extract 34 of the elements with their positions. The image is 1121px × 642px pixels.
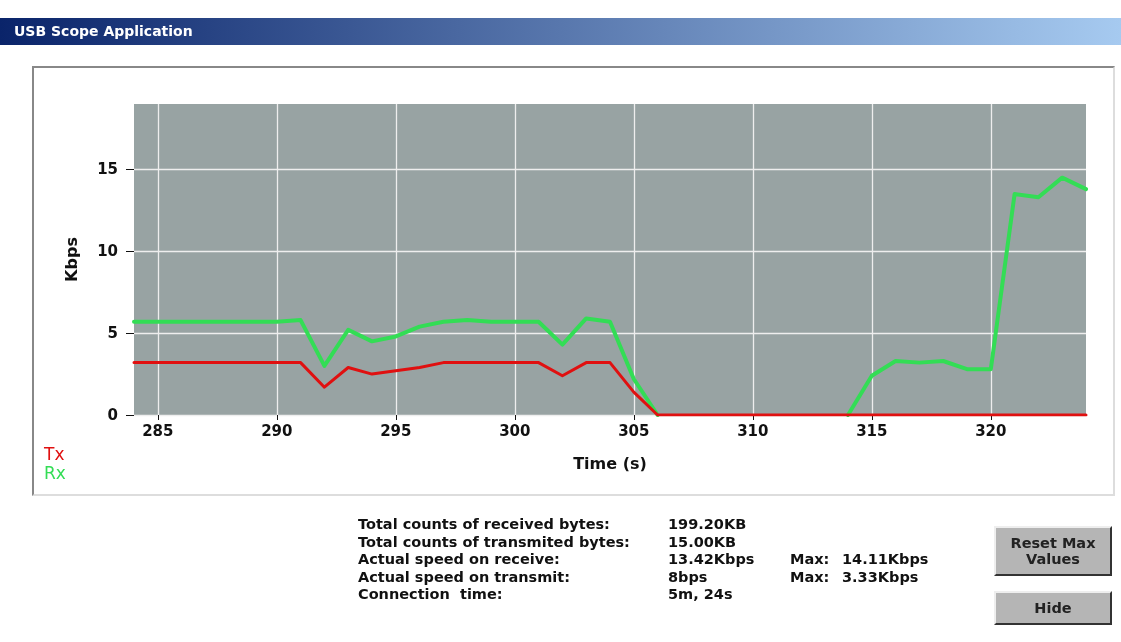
text: Tx [43,443,65,464]
text: Total counts of received bytes: [358,516,611,534]
text: 14.11Kbps [842,551,930,569]
button[interactable]: Reset Max Values [994,526,1112,576]
x-tick-label: 315 [856,421,888,440]
text: 15.00KB [668,533,738,551]
text: Max: [790,551,831,569]
text: Total counts of transmited bytes: [358,533,631,551]
text: 8bps [668,568,709,586]
text: Actual speed on transmit: [358,568,571,586]
y-tick-label: 5 [107,324,118,343]
x-tick-label: 320 [975,421,1007,440]
x-tick-label: 290 [261,421,293,440]
x-tick-label: 300 [499,421,531,440]
text: Rx [44,462,66,483]
text: 3.33Kbps [842,568,920,586]
y-axis-title: Kbps [61,237,81,282]
text: Connection time: [358,586,504,604]
chart-title: USB Scope Application [0,18,1121,45]
x-tick-label: 310 [737,421,769,440]
x-axis-title: Time (s) [573,453,647,473]
x-tick-label: 305 [618,421,650,440]
x-tick-label: 285 [142,421,174,440]
y-tick-label: 0 [107,406,118,424]
text: 13.42Kbps [668,551,756,569]
text: 199.20KB [668,516,748,534]
x-tick-label: 295 [380,421,412,440]
text: Actual speed on receive: [358,551,561,569]
y-tick-label: 10 [97,242,118,261]
button[interactable]: Hide [994,591,1112,625]
line-series [132,361,1088,417]
y-tick-label: 15 [97,160,118,179]
text: 5m, 24s [668,586,734,604]
text: Max: [790,568,831,586]
